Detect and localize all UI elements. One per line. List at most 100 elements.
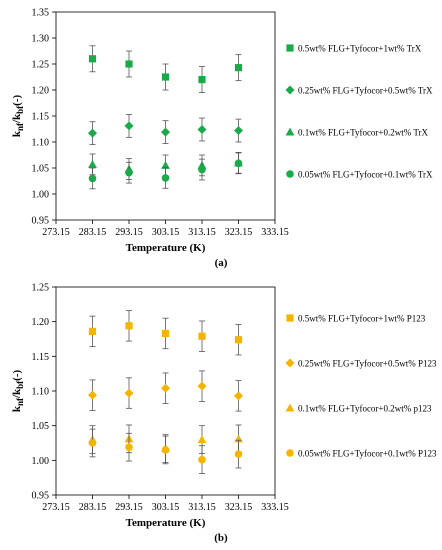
legend-marker [286,44,294,52]
x-tick-label: 323.15 [225,227,253,238]
legend-label: 0.05wt% FLG+Tyfocor+0.1wt% TrX [298,170,433,180]
y-axis-title-part: (-) [11,95,23,106]
y-axis-title: knf​/kbf​(-) [11,370,25,413]
legend-label: 0.5wt% FLG+Tyfocor+1wt% TrX [298,44,422,54]
x-tick-label: 283.15 [79,502,107,513]
data-point [198,165,206,174]
x-tick-label: 283.15 [79,227,107,238]
legend-label: 0.25wt% FLG+Tyfocor+0.5wt% P123 [298,359,437,369]
y-tick-label: 1.20 [32,317,50,328]
x-tick-label: 303.15 [152,502,180,513]
y-axis-title-part: k [11,130,23,137]
data-point [88,159,97,168]
y-tick-label: 1.00 [32,456,50,467]
data-point [161,161,170,169]
data-point [125,443,133,451]
chart-b: 273.15 283.15 293.15 303.15 313.15 323.15 333.… [11,283,437,545]
legend-label: 0.25wt% FLG+Tyfocor+0.5wt% TrX [298,86,433,96]
y-tick-label: 0.95 [32,491,50,502]
x-tick-label: 333.15 [261,502,289,513]
legend-label: 0.1wt% FLG+Tyfocor+0.2wt% TrX [298,128,429,138]
x-tick-label: 293.15 [115,502,143,513]
series-0 [88,45,243,93]
data-point [197,381,207,391]
data-point [161,329,170,338]
y-axis-title-part: bf [15,105,25,114]
series-3 [88,428,243,474]
series-1 [88,370,243,412]
data-point [88,327,97,335]
data-point [161,383,170,393]
y-tick-label: 1.15 [32,112,50,123]
data-point [88,390,97,400]
data-point [234,391,243,401]
y-tick-label: 0.95 [32,216,50,227]
y-tick-label: 1.35 [32,8,50,19]
panel-label: (b) [214,532,228,544]
y-tick-label: 1.20 [32,86,50,97]
data-point [198,76,206,84]
y-axis-title-part: nf [15,397,25,406]
x-tick-label: 273.15 [42,502,70,513]
data-point [124,388,134,398]
data-point [234,64,243,72]
data-point [234,126,243,136]
x-axis-title: Temperature (K) [126,242,206,254]
data-point [88,55,97,63]
data-point [88,128,97,138]
x-tick-label: 323.15 [225,502,253,513]
y-tick-label: 1.00 [32,190,50,201]
legend-marker [285,358,295,368]
x-axis-title: Temperature (K) [126,517,206,529]
plot-frame [55,11,276,221]
x-tick-label: 293.15 [115,227,143,238]
legend-marker [285,403,295,412]
legend-marker [286,314,294,322]
data-point [234,450,243,458]
data-point [197,435,207,444]
y-tick-label: 1.15 [32,352,50,363]
x-tick-label: 273.15 [42,227,70,238]
y-axis-title-part: bf [15,380,25,389]
y-axis-title-part: nf [15,122,25,131]
legend-label: 0.5wt% FLG+Tyfocor+1wt% P123 [298,314,426,324]
x-tick-label: 333.15 [261,227,289,238]
data-point [161,174,170,182]
data-point [234,336,243,344]
data-point [125,168,133,177]
y-tick-label: 1.30 [32,34,50,45]
data-point [88,174,97,183]
y-axis-title-part: /k [11,113,23,124]
data-point [197,125,207,135]
y-tick-label: 1.05 [32,164,50,175]
legend-marker [285,85,295,95]
x-tick-label: 313.15 [188,227,216,238]
y-tick-label: 1.10 [32,138,50,149]
data-point [161,73,170,81]
series-0 [88,310,243,356]
y-axis-title-part: /k [11,388,23,399]
y-tick-label: 1.10 [32,387,50,398]
series-1 [88,114,243,146]
y-tick-label: 1.25 [32,283,50,294]
chart-a: 273.15 283.15 293.15 303.15 313.15 323.15 333.… [11,8,433,270]
panel-label: (a) [215,257,228,269]
data-point [161,127,170,137]
legend-label: 0.1wt% FLG+Tyfocor+0.2wt% p123 [298,404,432,414]
y-axis-title-part: (-) [11,370,23,381]
data-point [198,332,206,340]
legend-marker [285,127,295,136]
y-tick-label: 1.05 [32,421,50,432]
data-point [234,159,243,168]
x-tick-label: 303.15 [152,227,180,238]
data-point [88,439,97,447]
data-point [125,60,133,68]
legend-marker [286,170,294,178]
data-point [124,121,134,131]
y-tick-label: 1.25 [32,60,50,71]
data-point [198,455,206,464]
data-point [161,446,170,454]
legend-label: 0.05wt% FLG+Tyfocor+0.1wt% P123 [298,449,437,459]
x-tick-label: 313.15 [188,502,216,513]
y-axis-title-part: k [11,405,23,412]
